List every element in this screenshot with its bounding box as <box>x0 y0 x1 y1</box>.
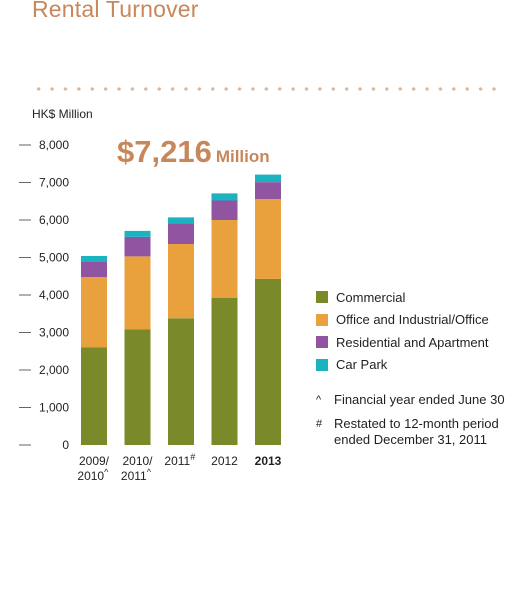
bar-segment-commercial-3 <box>211 298 238 445</box>
y-tick-label: 8,000 <box>39 138 69 152</box>
total-suffix: Million <box>215 147 270 166</box>
x-category-label: 2010/ <box>122 454 153 468</box>
bar-segment-residential-and-apartment-3 <box>211 200 238 220</box>
footnote-hash-symbol: # <box>316 418 323 430</box>
legend-item-commercial: Commercial <box>316 286 489 309</box>
footnote-hash-text: Restated to 12-month period ended Decemb… <box>334 416 499 447</box>
bar-segment-car-park-1 <box>124 230 151 237</box>
bar-segment-residential-and-apartment-0 <box>81 261 107 277</box>
y-tick-label: 2,000 <box>39 363 69 377</box>
bar-segment-office-and-industrial-office-1 <box>124 256 151 330</box>
legend-item-car-park: Car Park <box>316 354 489 377</box>
bar-segment-residential-and-apartment-2 <box>168 223 194 244</box>
y-axis-unit-label: HK$ Million <box>32 107 93 121</box>
bar-segment-car-park-2 <box>168 217 194 224</box>
y-tick-label: 1,000 <box>39 401 69 415</box>
x-category-label: 2011# <box>164 452 195 468</box>
x-category-label: 2013 <box>255 454 282 468</box>
legend-label-office: Office and Industrial/Office <box>336 312 489 328</box>
bar-segment-office-and-industrial-office-4 <box>255 199 281 279</box>
x-category-label: 2011^ <box>121 467 152 483</box>
y-tick-label: 0 <box>62 438 69 452</box>
legend: Commercial Office and Industrial/Office … <box>316 286 489 376</box>
bar-segment-residential-and-apartment-4 <box>255 182 281 199</box>
y-tick-label: 5,000 <box>39 251 69 265</box>
bar-segment-office-and-industrial-office-0 <box>81 277 107 348</box>
legend-swatch-car-park <box>316 358 328 371</box>
y-tick-label: 7,000 <box>39 176 69 190</box>
y-tick-label: 6,000 <box>39 213 69 227</box>
footnotes: ^ Financial year ended June 30 # Restate… <box>316 392 519 456</box>
bar-segment-office-and-industrial-office-2 <box>168 244 194 319</box>
bar-segment-car-park-3 <box>211 193 238 201</box>
x-category-label: 2012 <box>211 454 238 468</box>
chart-title: Rental Turnover <box>32 0 199 22</box>
total-amount: $7,216 <box>117 134 212 169</box>
bar-segment-car-park-0 <box>81 256 107 262</box>
footnote-caret: ^ Financial year ended June 30 <box>316 392 519 408</box>
bar-segment-commercial-4 <box>255 278 281 445</box>
bar-segment-commercial-2 <box>168 318 194 445</box>
legend-label-residential: Residential and Apartment <box>336 334 489 350</box>
footnote-caret-symbol: ^ <box>316 394 322 406</box>
legend-label-commercial: Commercial <box>336 289 406 305</box>
legend-label-car-park: Car Park <box>336 357 388 373</box>
bar-segment-car-park-4 <box>255 174 281 183</box>
x-category-label: 2010^ <box>77 467 109 483</box>
bar-segment-residential-and-apartment-1 <box>124 236 151 257</box>
legend-swatch-commercial <box>316 291 328 304</box>
x-category-label: 2009/ <box>79 454 110 468</box>
y-tick-label: 4,000 <box>39 288 69 302</box>
bar-segment-commercial-0 <box>81 347 107 445</box>
legend-swatch-residential <box>316 336 328 349</box>
bar-segment-office-and-industrial-office-3 <box>211 220 238 298</box>
legend-swatch-office <box>316 313 328 326</box>
footnote-hash: # Restated to 12-month period ended Dece… <box>316 416 519 448</box>
bar-segment-commercial-1 <box>124 329 151 445</box>
dotted-divider <box>32 86 502 92</box>
y-tick-label: 3,000 <box>39 326 69 340</box>
legend-item-office: Office and Industrial/Office <box>316 309 489 332</box>
total-callout: $7,216 Million <box>117 134 270 170</box>
footnote-caret-text: Financial year ended June 30 <box>334 392 505 407</box>
legend-item-residential: Residential and Apartment <box>316 331 489 354</box>
